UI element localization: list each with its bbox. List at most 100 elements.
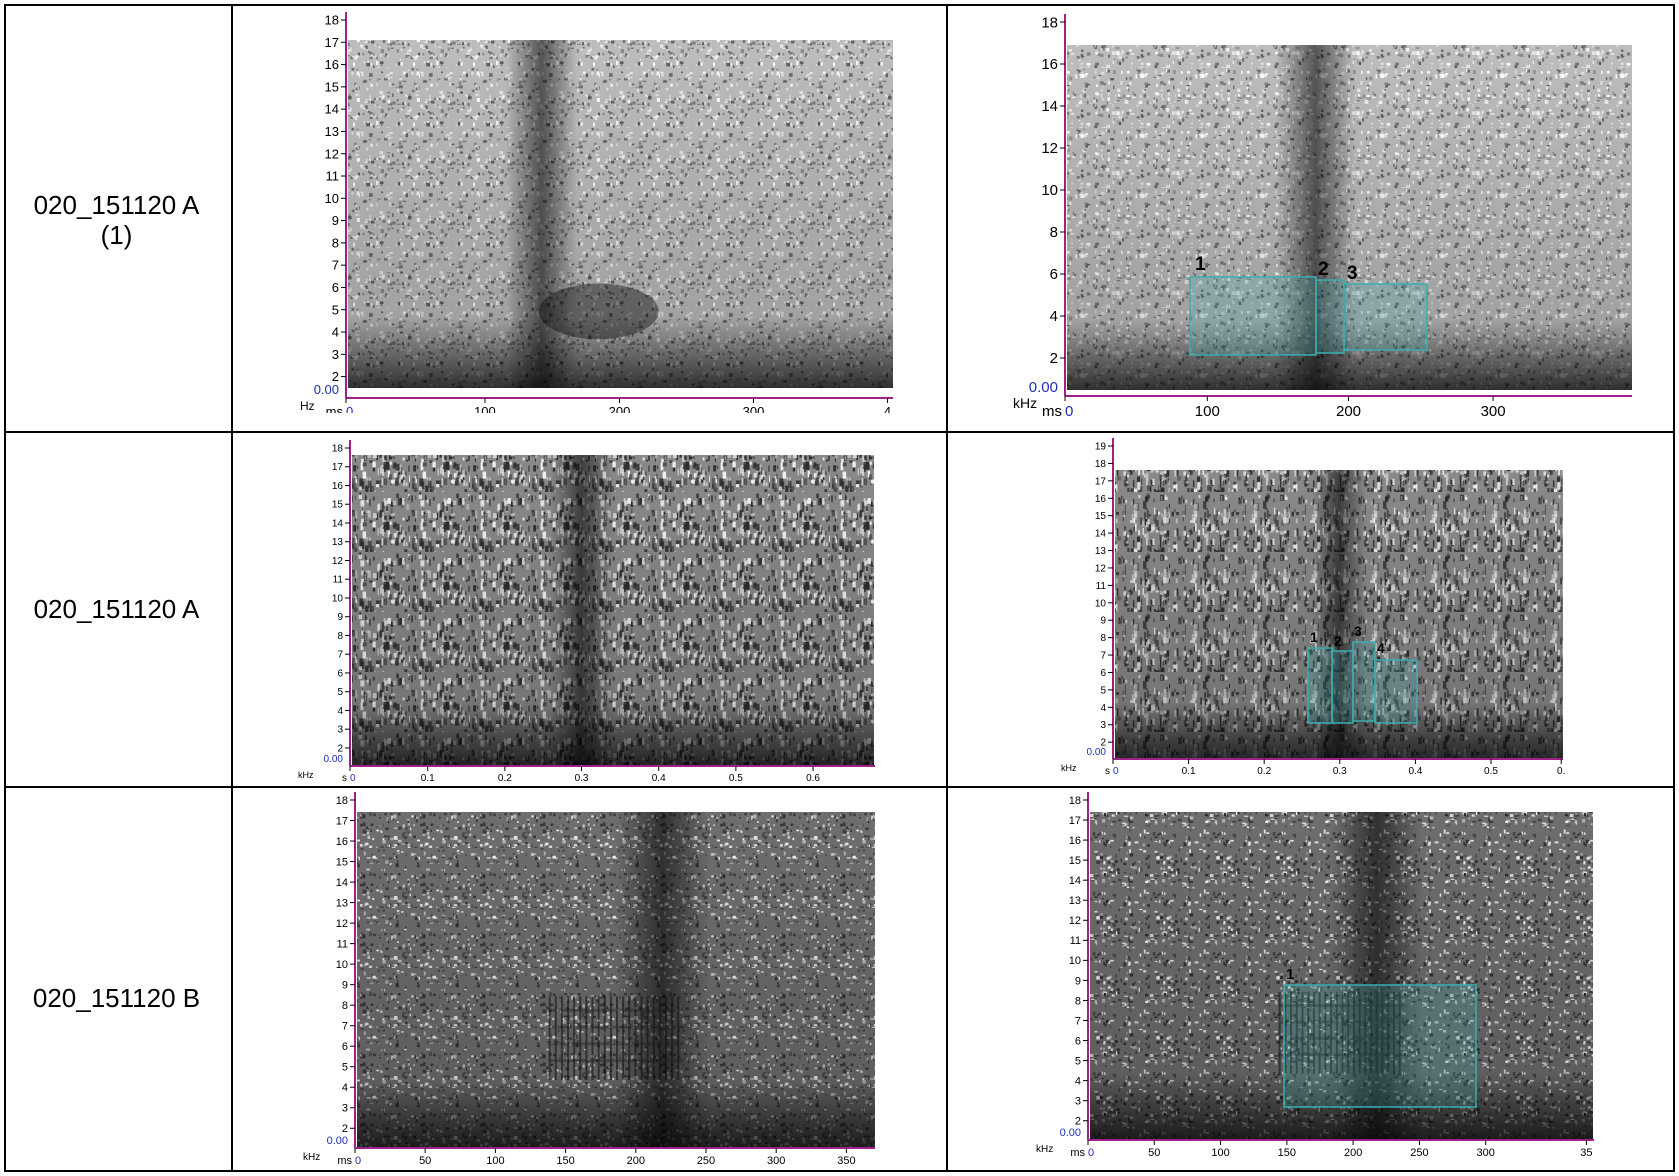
low-frequency-noise-floor	[1115, 470, 1563, 760]
x-tick-label: 0	[1088, 1147, 1094, 1159]
x-tick-label: 0.2	[1257, 766, 1271, 777]
y-tick-label: 13	[332, 537, 344, 548]
y-tick-label: 9	[1100, 616, 1106, 627]
low-frequency-noise-floor	[357, 812, 875, 1147]
syllable-label-1: 1	[1310, 629, 1318, 645]
y-tick-label: 6	[342, 1041, 348, 1053]
y-tick-label: 13	[1069, 895, 1081, 907]
y-tick-label: 17	[332, 462, 344, 473]
y-tick-label: 9	[1075, 975, 1081, 987]
y-tick-label: 3	[342, 1103, 348, 1115]
y-tick-label: 13	[325, 124, 339, 139]
spectrogram-row2-annotated: 19 18 17 16 15 14 13 12 11 10 9 8 7 6 5 4 3 2 0.00 kHz s 0 0.1…	[1050, 432, 1670, 787]
y-tick-label: 8	[332, 235, 339, 250]
x-tick-label: 0.4	[652, 773, 666, 784]
x-unit-label: ms	[337, 1155, 352, 1167]
y-tick-label: 11	[333, 575, 344, 586]
y-tick-label: 11	[326, 169, 340, 184]
syllable-box-1	[1307, 647, 1333, 724]
x-tick-label: 0.3	[575, 773, 589, 784]
y-tick-label: 15	[1069, 855, 1081, 867]
y-tick-label: 5	[337, 687, 343, 698]
row-label-2: 020_151120 A	[8, 594, 225, 624]
x-tick-label: 100	[1211, 1147, 1229, 1159]
y-tick-label: 16	[1041, 56, 1058, 73]
y-tick-label: 4	[337, 706, 343, 717]
syllable-box-3	[1343, 283, 1428, 351]
y-tick-label: 10	[1095, 598, 1107, 609]
y-tick-label: 2	[337, 743, 343, 754]
y-unit-label: kHz	[1036, 1144, 1053, 1155]
x-tick-label: 250	[697, 1155, 715, 1167]
row-label-1-line-2: (1)	[100, 220, 133, 250]
x-tick-label: 0.1	[421, 773, 435, 784]
y-tick-label: 3	[1075, 1096, 1081, 1108]
y-zero-label: 0.00	[1029, 379, 1058, 396]
y-tick-label: 5	[1075, 1055, 1081, 1067]
y-tick-label: 6	[1100, 668, 1106, 679]
y-unit-label: kHz	[298, 770, 314, 780]
y-tick-label: 18	[1095, 459, 1107, 470]
y-tick-label: 16	[332, 481, 344, 492]
y-tick-label: 9	[342, 980, 348, 992]
x-tick-label: 100	[474, 404, 496, 413]
y-tick-label: 10	[1069, 955, 1081, 967]
x-tick-label: 35	[1580, 1147, 1592, 1159]
x-tick-label: 0	[1065, 403, 1073, 420]
x-unit-label: ms	[326, 404, 344, 413]
x-tick-label: 0	[346, 404, 353, 413]
y-tick-label: 10	[1041, 182, 1058, 199]
y-tick-label: 13	[336, 897, 348, 909]
y-tick-label: 15	[325, 79, 339, 94]
y-tick-label: 8	[342, 1000, 348, 1012]
y-tick-label: 4	[332, 325, 339, 340]
y-tick-label: 5	[1100, 685, 1106, 696]
y-tick-label: 16	[1069, 835, 1081, 847]
x-tick-label: 4	[884, 404, 891, 413]
x-unit-label: s	[1105, 766, 1110, 777]
syllable-label-3: 3	[1354, 623, 1362, 639]
syllable-box-1	[1283, 984, 1477, 1108]
y-unit-label: kHz	[303, 1152, 320, 1163]
x-tick-label: 300	[1477, 1147, 1495, 1159]
y-tick-label: 14	[1069, 875, 1081, 887]
syllable-label-1: 1	[1195, 254, 1206, 275]
x-tick-label: 250	[1410, 1147, 1428, 1159]
x-tick-label: 0.5	[1484, 766, 1498, 777]
y-tick-label: 2	[332, 369, 339, 384]
y-tick-label: 10	[336, 959, 348, 971]
table-border-left	[4, 4, 6, 1172]
y-tick-label: 2	[1050, 350, 1058, 367]
y-tick-label: 3	[332, 347, 339, 362]
y-tick-label: 18	[1041, 14, 1058, 31]
y-tick-label: 8	[1100, 633, 1106, 644]
y-tick-label: 6	[337, 668, 343, 679]
x-tick-label: 0.2	[498, 773, 512, 784]
x-tick-label: 100	[486, 1155, 504, 1167]
y-tick-label: 15	[336, 856, 348, 868]
y-tick-label: 14	[336, 877, 348, 889]
y-tick-label: 6	[1075, 1035, 1081, 1047]
y-tick-label: 2	[342, 1123, 348, 1135]
x-tick-label: 150	[1278, 1147, 1296, 1159]
y-tick-label: 8	[337, 631, 343, 642]
x-tick-label: 0	[355, 1155, 361, 1167]
y-tick-label: 7	[1100, 651, 1106, 662]
x-tick-label: 200	[1336, 403, 1361, 420]
y-tick-label: 2	[1100, 738, 1106, 749]
spectrogram-row1-plain: 18 17 16 15 14 13 12 11 10 9 8 7 6 5 4 3 20.00 kHz ms0 100 2…	[294, 8, 900, 419]
y-tick-label: 10	[332, 593, 344, 604]
spectrogram-svg: 18 17 16 15 14 13 12 11 10 9 8 7 6 5 4 3 20.00 kHz ms0 100 2…	[294, 12, 893, 419]
x-tick-label: 0	[1113, 766, 1119, 777]
y-tick-label: 9	[332, 213, 339, 228]
y-tick-label: 7	[342, 1021, 348, 1033]
y-tick-label: 7	[1075, 1015, 1081, 1027]
x-unit-label: ms	[1042, 403, 1062, 420]
y-tick-label: 6	[1050, 266, 1058, 283]
y-tick-label: 12	[1095, 563, 1107, 574]
row-label-3: 020_151120 B	[8, 983, 225, 1013]
y-tick-label: 17	[325, 35, 339, 50]
x-unit-label: s	[342, 773, 347, 784]
y-tick-label: 7	[332, 258, 339, 273]
